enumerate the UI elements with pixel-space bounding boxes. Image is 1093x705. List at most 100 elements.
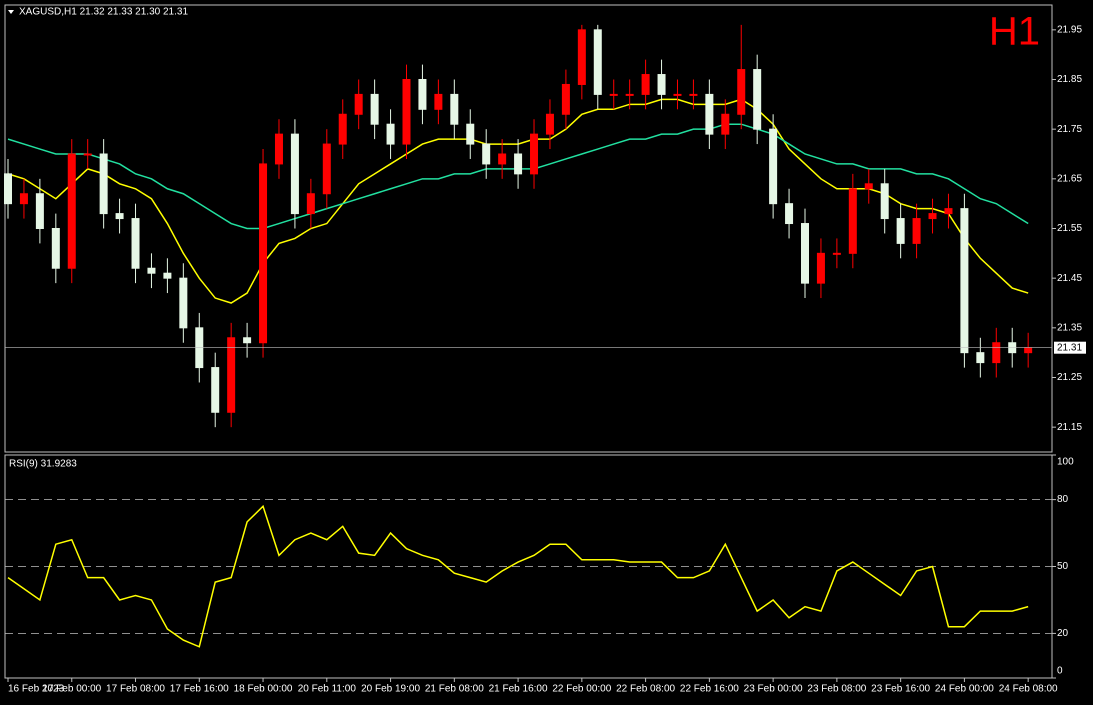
candle-body — [625, 93, 634, 96]
y-tick-label: 21.95 — [1057, 24, 1082, 35]
candle-body — [545, 113, 554, 135]
candle-body — [561, 83, 570, 115]
candle-body — [19, 193, 28, 205]
candle-body — [306, 193, 315, 215]
x-tick-label: 21 Feb 16:00 — [489, 684, 548, 695]
candle-body — [354, 93, 363, 115]
candle-body — [689, 93, 698, 96]
candle-body — [753, 69, 762, 130]
x-tick-label: 17 Feb 08:00 — [106, 684, 165, 695]
x-tick-label: 22 Feb 08:00 — [616, 684, 675, 695]
candle-body — [402, 79, 411, 145]
y-tick-label: 21.35 — [1057, 322, 1082, 333]
candle-body — [577, 29, 586, 85]
candle-body — [673, 93, 682, 96]
x-tick-label: 17 Feb 00:00 — [42, 684, 101, 695]
candle-body — [290, 133, 299, 215]
candle-body — [482, 143, 491, 165]
candle-body — [785, 203, 794, 225]
candle-body — [928, 213, 937, 220]
last-price-box — [1054, 341, 1086, 354]
x-tick-label: 22 Feb 16:00 — [680, 684, 739, 695]
candle-body — [418, 79, 427, 110]
y-tick-label: 21.55 — [1057, 223, 1082, 234]
candle-body — [609, 93, 618, 96]
y-tick-label: 21.45 — [1057, 273, 1082, 284]
candle-body — [450, 93, 459, 125]
x-tick-label: 23 Feb 16:00 — [871, 684, 930, 695]
y-tick-label: 50 — [1057, 561, 1069, 572]
y-tick-label: 21.85 — [1057, 74, 1082, 85]
candle-body — [832, 252, 841, 255]
candle-body — [322, 143, 331, 195]
candle-body — [705, 93, 714, 135]
candle-body — [35, 193, 44, 230]
x-tick-label: 22 Feb 00:00 — [552, 684, 611, 695]
timeframe-watermark: H1 — [989, 10, 1040, 54]
candle-body — [115, 213, 124, 220]
y-tick-label: 21.65 — [1057, 173, 1082, 184]
candle-body — [163, 272, 172, 279]
y-tick-label: 80 — [1057, 494, 1069, 505]
candle-body — [179, 277, 188, 329]
candle-body — [338, 113, 347, 145]
candle-body — [386, 123, 395, 145]
candle-body — [211, 367, 220, 413]
candle-body — [880, 183, 889, 220]
candle-body — [514, 153, 523, 175]
candle-body — [976, 352, 985, 364]
menu-arrow[interactable] — [8, 10, 14, 14]
y-tick-label: 21.25 — [1057, 372, 1082, 383]
x-tick-label: 21 Feb 08:00 — [425, 684, 484, 695]
candle-body — [721, 113, 730, 135]
candle-body — [67, 153, 76, 269]
last-price-label: 21.31 — [1057, 342, 1082, 353]
candle-body — [816, 252, 825, 284]
candle-body — [274, 133, 283, 165]
rsi-title: RSI(9) 31.9283 — [9, 459, 77, 470]
x-tick-label: 20 Feb 19:00 — [361, 684, 420, 695]
candle-body — [992, 342, 1001, 364]
y-tick-label: 20 — [1057, 628, 1069, 639]
candle-body — [4, 173, 12, 205]
candle-body — [769, 128, 778, 205]
main-panel — [4, 4, 1053, 453]
candle-body — [1024, 347, 1033, 354]
y-tick-label: 100 — [1057, 457, 1074, 468]
candle-body — [593, 29, 602, 95]
candle-body — [912, 218, 921, 244]
candle-body — [944, 208, 953, 215]
candle-body — [434, 93, 443, 110]
x-tick-label: 23 Feb 08:00 — [807, 684, 866, 695]
candle-body — [131, 218, 140, 269]
candle-body — [657, 74, 666, 95]
y-tick-label: 21.75 — [1057, 124, 1082, 135]
candle-body — [259, 163, 268, 344]
candle-body — [51, 228, 60, 269]
candle-body — [99, 153, 108, 215]
candle-body — [641, 74, 650, 95]
candle-body — [960, 208, 969, 354]
y-tick-label: 21.15 — [1057, 422, 1082, 433]
chart-title: XAGUSD,H1 21.32 21.33 21.30 21.31 — [19, 7, 188, 18]
candle-body — [801, 223, 809, 284]
candle-body — [848, 188, 857, 254]
candle-body — [370, 93, 379, 125]
candle-body — [498, 153, 507, 165]
y-tick-label: 0 — [1057, 666, 1063, 677]
rsi-line — [7, 504, 1029, 648]
candle-body — [737, 69, 746, 115]
x-tick-label: 23 Feb 00:00 — [744, 684, 803, 695]
moving-average-line — [7, 98, 1029, 304]
candle-body — [227, 337, 236, 413]
x-tick-label: 18 Feb 00:00 — [234, 684, 293, 695]
x-tick-label: 24 Feb 00:00 — [935, 684, 994, 695]
candle-body — [83, 153, 92, 156]
x-tick-label: 16 Feb 2023 — [8, 684, 65, 695]
candle-body — [466, 123, 475, 145]
candle-body — [896, 218, 905, 244]
x-tick-label: 20 Feb 11:00 — [298, 684, 357, 695]
x-tick-label: 17 Feb 16:00 — [170, 684, 229, 695]
